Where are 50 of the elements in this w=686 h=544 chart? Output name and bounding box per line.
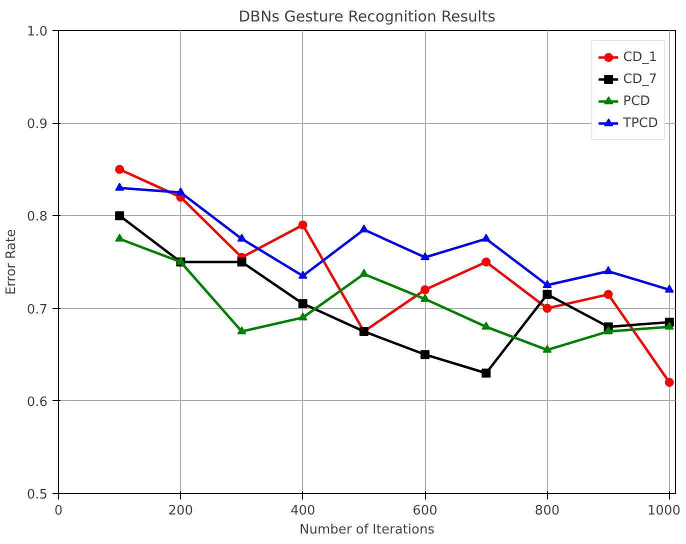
point — [237, 258, 246, 266]
y-tick-label: 0.9 — [26, 117, 48, 132]
y-tick-label: 1.0 — [26, 24, 48, 40]
point — [420, 350, 430, 360]
y-tick-label: 0.7 — [26, 302, 48, 318]
x-axis-title: Number of Iterations — [300, 522, 435, 538]
x-tick-label: 1000 — [647, 504, 681, 518]
y-tick-label: 0.5 — [26, 488, 48, 502]
x-tick-label: 400 — [290, 504, 316, 518]
point — [604, 290, 613, 299]
x-tick-label: 600 — [412, 504, 438, 518]
x-tick-label: 0 — [54, 504, 63, 518]
point — [482, 368, 491, 378]
point — [482, 234, 491, 242]
chart-title: DBNs Gesture Recognition Results — [238, 8, 496, 26]
point — [664, 322, 674, 330]
point — [298, 220, 308, 230]
y-axis-title: Error Rate — [4, 229, 19, 295]
point — [420, 252, 430, 260]
point — [542, 290, 552, 299]
point — [359, 224, 368, 232]
legend-label: TPCD — [623, 116, 658, 130]
point — [482, 322, 491, 330]
point — [298, 270, 308, 279]
legend-label: CD_1 — [623, 50, 657, 64]
legend-label: PCD — [623, 94, 650, 108]
point — [664, 284, 674, 293]
point — [237, 234, 246, 242]
point — [237, 326, 246, 334]
point — [420, 285, 430, 294]
point — [298, 299, 308, 308]
legend-label: CD_7 — [623, 72, 657, 86]
point — [115, 182, 124, 191]
y-tick-label: 0.8 — [26, 210, 48, 225]
point — [604, 266, 613, 274]
point — [664, 378, 674, 387]
point — [115, 164, 124, 174]
x-tick-label: 200 — [168, 504, 194, 518]
y-tick-label: 0.6 — [26, 394, 48, 410]
x-tick-label: 800 — [534, 504, 560, 518]
point — [359, 268, 368, 277]
point — [482, 258, 491, 266]
point — [176, 187, 186, 196]
point — [604, 326, 613, 334]
point — [115, 234, 124, 242]
point — [115, 211, 124, 220]
point — [542, 280, 552, 288]
point — [542, 344, 552, 353]
point — [298, 312, 308, 320]
point — [542, 304, 552, 313]
